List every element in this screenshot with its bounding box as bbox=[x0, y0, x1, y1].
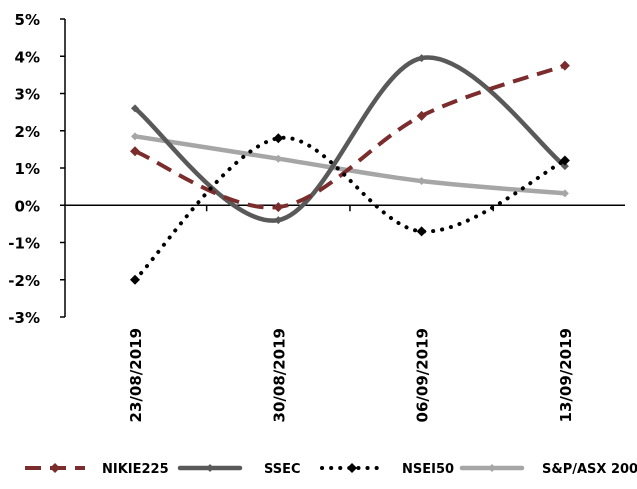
series-nikie225 bbox=[130, 60, 570, 213]
legend: NIKIE225 SSEC NSEI50 S&P/ASX 200 bbox=[25, 462, 637, 477]
data-point bbox=[273, 133, 284, 144]
series-layer bbox=[130, 54, 570, 285]
data-point bbox=[416, 226, 427, 237]
x-tick-label: 30/08/2019 bbox=[270, 328, 288, 422]
series-line bbox=[132, 134, 568, 196]
legend-label: SSEC bbox=[264, 462, 301, 477]
data-point bbox=[130, 274, 140, 285]
legend-label: NIKIE225 bbox=[102, 462, 169, 477]
series-ssec bbox=[131, 54, 569, 225]
y-tick-label: 0% bbox=[15, 197, 40, 215]
legend-item-nikie225: NIKIE225 bbox=[25, 462, 169, 477]
legend-item-nsei50: NSEI50 bbox=[320, 462, 454, 477]
y-tick-label: 3% bbox=[15, 86, 40, 104]
data-point bbox=[559, 155, 570, 166]
axes: -3% -2% -1% 0% 1% 2% 3% 4% 5% 23/08/2019 30/08/201… bbox=[8, 11, 625, 422]
y-tick-label: 1% bbox=[15, 160, 40, 178]
series-s-p-asx-200 bbox=[131, 132, 569, 198]
legend-item-ssec: SSEC bbox=[177, 462, 301, 477]
data-point bbox=[273, 202, 284, 213]
data-point bbox=[274, 154, 283, 163]
data-point bbox=[130, 146, 140, 157]
x-tick-label: 06/09/2019 bbox=[414, 328, 432, 422]
series-line bbox=[133, 135, 567, 282]
data-point bbox=[417, 177, 426, 186]
y-tick-label: 5% bbox=[15, 11, 40, 29]
legend-marker bbox=[488, 464, 496, 472]
x-tick-label: 13/09/2019 bbox=[557, 328, 575, 422]
legend-marker bbox=[347, 463, 357, 473]
x-tick-label: 23/08/2019 bbox=[127, 328, 145, 422]
data-point bbox=[560, 189, 569, 198]
data-point bbox=[417, 54, 426, 63]
legend-marker bbox=[50, 463, 60, 473]
legend-item-s-p-asx-200: S&P/ASX 200 bbox=[459, 462, 637, 477]
series-nsei50 bbox=[130, 133, 570, 285]
series-line bbox=[134, 63, 566, 210]
data-point bbox=[274, 216, 283, 225]
y-tick-label: -2% bbox=[8, 272, 40, 290]
data-point bbox=[131, 132, 139, 141]
legend-label: NSEI50 bbox=[402, 462, 454, 477]
y-tick-label: -3% bbox=[8, 309, 40, 327]
y-tick-label: 2% bbox=[15, 123, 40, 141]
y-tick-label: -1% bbox=[8, 235, 40, 253]
legend-marker bbox=[206, 464, 214, 472]
data-point bbox=[131, 104, 139, 113]
data-point bbox=[560, 162, 569, 171]
data-point bbox=[416, 110, 427, 121]
data-point bbox=[559, 60, 570, 71]
legend-label: S&P/ASX 200 bbox=[542, 462, 637, 477]
y-tick-label: 4% bbox=[15, 48, 40, 66]
series-line bbox=[132, 55, 568, 223]
